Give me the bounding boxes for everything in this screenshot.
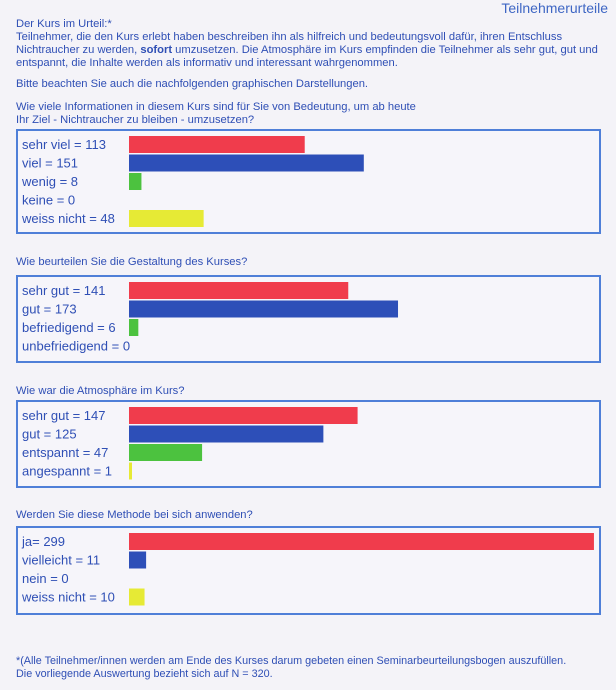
intro-text-end: umzusetzen. Die Atmosphäre im Kurs empfi… (16, 44, 598, 69)
chart-1-label-4: weiss nicht = 48 (21, 211, 115, 226)
chart-svg-4: ja= 299 vielleicht = 11 nein = 0 weiss nich… (21, 533, 594, 606)
question-4: Werden Sie diese Methode bei sich anwend… (16, 509, 253, 522)
chart-4-bar-0 (129, 533, 594, 550)
question-2: Wie beurteilen Sie die Gestaltung des Ku… (16, 256, 247, 269)
question-1-line-1: Wie viele Informationen in diesem Kurs s… (16, 101, 416, 113)
chart-1-bar-0 (129, 136, 305, 153)
chart-3-label-2: entspannt = 47 (22, 445, 108, 460)
chart-2-label-1: gut = 173 (22, 302, 77, 317)
chart-1-label-0: sehr viel = 113 (22, 137, 106, 152)
chart-panel-4: ja= 299 vielleicht = 11 nein = 0 weiss nich… (16, 526, 601, 615)
chart-3-bar-1 (129, 425, 324, 443)
chart-svg-1: sehr viel = 113 viel = 151 wenig = 8 keine … (21, 136, 364, 227)
chart-1-label-2: wenig = 8 (21, 174, 78, 189)
chart-panel-1: sehr viel = 113 viel = 151 wenig = 8 keine … (16, 129, 601, 234)
page-header-title: Teilnehmerurteile (501, 0, 608, 16)
chart-4-label-3: weiss nicht = 10 (21, 590, 115, 605)
chart-2-bar-2 (129, 319, 139, 336)
intro-heading: Der Kurs im Urteil:* (16, 18, 112, 30)
question-1: Wie viele Informationen in diesem Kurs s… (16, 101, 416, 127)
footnote: *(Alle Teilnehmer/innen werden am Ende d… (16, 655, 606, 681)
chart-panel-3: sehr gut = 147 gut = 125 entspannt = 47 ang… (16, 400, 601, 488)
chart-1-label-3: keine = 0 (22, 193, 75, 208)
question-3-line-1: Wie war die Atmosphäre im Kurs? (16, 385, 185, 397)
chart-2-label-2: befriedigend = 6 (22, 320, 116, 335)
chart-2-bar-1 (129, 300, 399, 318)
intro-section: Der Kurs im Urteil:* Teilnehmer, die den… (16, 18, 601, 91)
chart-1-bar-2 (129, 173, 142, 190)
chart-4-bar-1 (129, 551, 147, 569)
chart-3-label-3: angespannt = 1 (22, 464, 112, 479)
question-3: Wie war die Atmosphäre im Kurs? (16, 385, 185, 398)
intro-note: Bitte beachten Sie auch die nachfolgende… (16, 78, 369, 90)
footnote-line-1: *(Alle Teilnehmer/innen werden am Ende d… (16, 655, 567, 667)
chart-3-label-1: gut = 125 (22, 427, 77, 442)
question-4-line-1: Werden Sie diese Methode bei sich anwend… (16, 509, 253, 521)
chart-4-label-0: ja= 299 (21, 534, 65, 549)
chart-svg-2: sehr gut = 141 gut = 173 befriedigend = 6 u… (22, 282, 399, 354)
chart-4-label-1: vielleicht = 11 (22, 553, 100, 568)
question-1-line-2: Ihr Ziel - Nichtraucher zu bleiben - umz… (16, 114, 255, 126)
chart-1-bar-4 (129, 210, 204, 227)
chart-3-bar-3 (129, 462, 132, 480)
chart-3-bar-0 (129, 407, 358, 424)
chart-1-label-1: viel = 151 (22, 156, 78, 171)
intro-text-bold: sofort (140, 44, 173, 56)
chart-2-bar-0 (129, 282, 349, 299)
chart-2-label-0: sehr gut = 141 (22, 283, 105, 298)
chart-3-bar-2 (129, 444, 203, 461)
chart-4-bar-3 (129, 588, 145, 606)
intro-text: Teilnehmer, die den Kurs erlebt haben be… (16, 31, 601, 70)
intro-text-start: Teilnehmer, die den Kurs erlebt haben be… (16, 31, 563, 56)
chart-1-bar-1 (129, 154, 364, 172)
chart-3-label-0: sehr gut = 147 (22, 408, 105, 423)
chart-svg-3: sehr gut = 147 gut = 125 entspannt = 47 ang… (22, 407, 358, 480)
chart-2-label-3: unbefriedigend = 0 (22, 339, 130, 354)
chart-panel-2: sehr gut = 141 gut = 173 befriedigend = 6 u… (16, 275, 601, 363)
question-2-line-1: Wie beurteilen Sie die Gestaltung des Ku… (16, 256, 248, 268)
footnote-line-2: Die vorliegende Auswertung bezieht sich … (16, 668, 273, 680)
chart-4-label-2: nein = 0 (22, 571, 69, 586)
